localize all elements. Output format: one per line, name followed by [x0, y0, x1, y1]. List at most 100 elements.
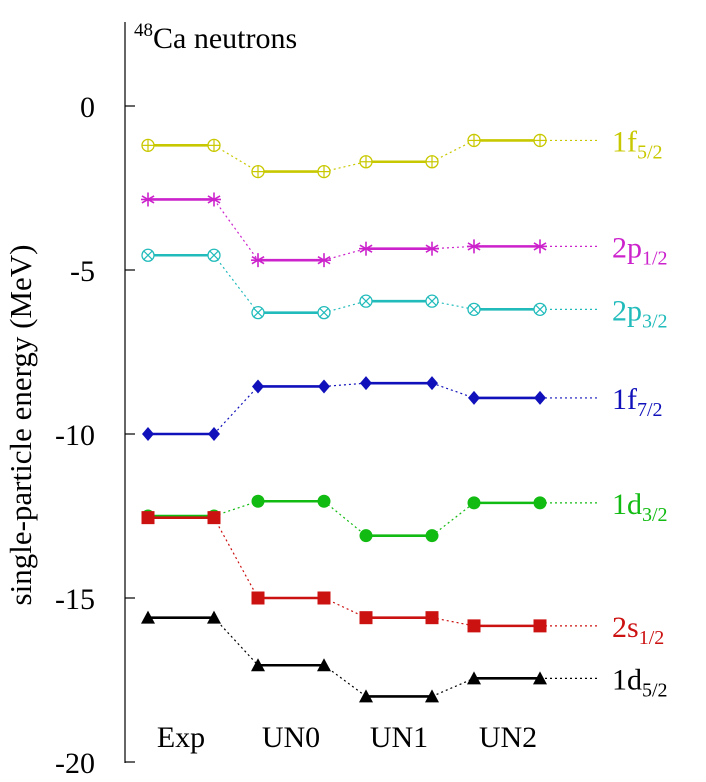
markers [141, 133, 547, 703]
marker-1d5-2-exp-right [207, 610, 221, 624]
marker-2p1-2-exp-right [207, 192, 221, 207]
marker-1d3-2-un0-left [251, 494, 265, 508]
series-label-2s1-2: 2s1/2 [612, 611, 664, 649]
series-label-2p3-2-sub: 3/2 [642, 310, 668, 332]
marker-1f5-2-un0-right [317, 164, 331, 179]
marker-2p3-2-un2-left [467, 302, 481, 317]
connector-1d3-2-1 [323, 500, 367, 537]
marker-1f5-2-un1-left [359, 155, 373, 169]
marker-1f5-2-un2-left [467, 133, 481, 148]
marker-2p1-2-un1-right [425, 241, 439, 256]
connector-1d5-2-1 [323, 664, 367, 697]
marker-2p1-2-un0-right [317, 253, 331, 268]
levels [148, 139, 540, 698]
category-labels: Exp UN0 UN1 UN2 [157, 721, 537, 754]
marker-1d3-2-un2-right [533, 496, 547, 510]
marker-1f7-2-un2-right [534, 390, 546, 405]
marker-2p1-2-un0-left [251, 253, 265, 268]
marker-1d5-2-un2-left [467, 671, 481, 685]
series-label-1d3-2-sub: 3/2 [642, 504, 668, 526]
marker-2s1-2-exp-right [207, 511, 221, 525]
chart-title: 48Ca neutrons [134, 20, 297, 55]
marker-2p3-2-exp-left [141, 248, 155, 262]
connector-2p1-2-0 [213, 199, 259, 261]
marker-2p3-2-un1-right [425, 294, 439, 308]
marker-2p1-2-un2-right [533, 239, 547, 254]
marker-1d5-2-un2-right [533, 671, 547, 685]
marker-1d3-2-un2-left [467, 496, 481, 510]
connector-2p3-2-1 [323, 300, 367, 314]
marker-2p1-2-un2-left [467, 239, 481, 254]
category-label-un2: UN2 [479, 721, 537, 754]
series-label-1f5-2: 1f5/2 [612, 125, 663, 163]
y-tick-label-1: -5 [70, 255, 95, 288]
marker-2p3-2-exp-right [207, 248, 221, 262]
marker-2s1-2-un2-right [533, 619, 547, 633]
marker-1d5-2-un1-right [425, 689, 439, 703]
category-label-un1: UN1 [370, 721, 428, 754]
marker-1f5-2-un2-right [533, 133, 547, 148]
marker-1d3-2-un1-right [425, 529, 439, 543]
series-label-2p1-2-sub: 1/2 [642, 247, 668, 269]
connector-1f5-2-1 [323, 161, 367, 173]
marker-2p3-2-un0-left [251, 305, 265, 320]
connector-2p3-2-2 [431, 300, 475, 310]
series-label-2s1-2-main: 2s [612, 611, 639, 644]
connector-1f7-2-1 [323, 382, 367, 388]
y-tick-label-4: -20 [55, 747, 95, 780]
connector-1d3-2-2 [431, 502, 475, 537]
series-label-1f5-2-sub: 5/2 [637, 141, 663, 163]
marker-1f7-2-un0-left [252, 379, 264, 394]
series-label-1d3-2-main: 1d [612, 488, 642, 521]
series-label-1f7-2-main: 1f [612, 383, 637, 416]
series-label-1d3-2: 1d3/2 [612, 488, 668, 526]
series-label-1d5-2-sub: 5/2 [642, 679, 668, 701]
y-tick-label-2: -10 [55, 419, 95, 452]
marker-2p3-2-un0-right [317, 305, 331, 320]
marker-2s1-2-exp-left [141, 511, 155, 525]
marker-2s1-2-un1-right [425, 611, 439, 625]
series-label-1f7-2-sub: 7/2 [637, 399, 663, 421]
marker-1d5-2-un0-right [317, 658, 331, 672]
series-label-1f5-2-main: 1f [612, 125, 637, 158]
connector-2p3-2-0 [213, 254, 259, 314]
connector-1d3-2-0 [213, 500, 259, 517]
connector-1f7-2-0 [213, 386, 259, 435]
marker-2p3-2-un1-left [359, 294, 373, 308]
chart-title-superscript: 48 [134, 20, 153, 41]
marker-2s1-2-un2-left [467, 619, 481, 633]
connector-2p1-2-1 [323, 248, 367, 261]
y-tick-label-3: -15 [55, 583, 95, 616]
series-label-1f7-2: 1f7/2 [612, 383, 663, 421]
connector-1f5-2-2 [431, 139, 475, 163]
marker-2s1-2-un0-left [251, 591, 265, 605]
marker-1f7-2-exp-right [208, 427, 220, 441]
connector-2s1-2-0 [213, 517, 259, 599]
y-ticks: 0 -5 -10 -15 -20 [55, 91, 135, 780]
connector-2s1-2-2 [431, 617, 475, 627]
connector-1d5-2-2 [431, 677, 475, 697]
chart-title-main: Ca neutrons [153, 22, 297, 55]
marker-1f7-2-un1-right [426, 376, 438, 391]
category-label-un0: UN0 [262, 721, 320, 754]
marker-1d3-2-un0-right [317, 494, 331, 508]
y-tick-label-0: 0 [80, 91, 95, 124]
marker-2s1-2-un1-left [359, 611, 373, 625]
marker-2p1-2-un1-left [359, 241, 373, 256]
marker-1d5-2-un1-left [359, 689, 373, 703]
series-label-2s1-2-sub: 1/2 [639, 627, 665, 649]
series-label-2p3-2-main: 2p [612, 294, 642, 327]
connector-1f5-2-0 [213, 144, 259, 173]
category-label-exp: Exp [157, 721, 205, 754]
series-label-2p3-2: 2p3/2 [612, 294, 668, 332]
marker-1f5-2-exp-right [207, 138, 221, 153]
marker-2s1-2-un0-right [317, 591, 331, 605]
series-label-1d5-2: 1d5/2 [612, 663, 668, 701]
marker-1f7-2-un2-left [468, 390, 480, 405]
connector-1f7-2-2 [431, 382, 475, 399]
series-label-1d5-2-main: 1d [612, 663, 642, 696]
connectors [213, 139, 600, 697]
marker-2p1-2-exp-left [141, 192, 155, 207]
